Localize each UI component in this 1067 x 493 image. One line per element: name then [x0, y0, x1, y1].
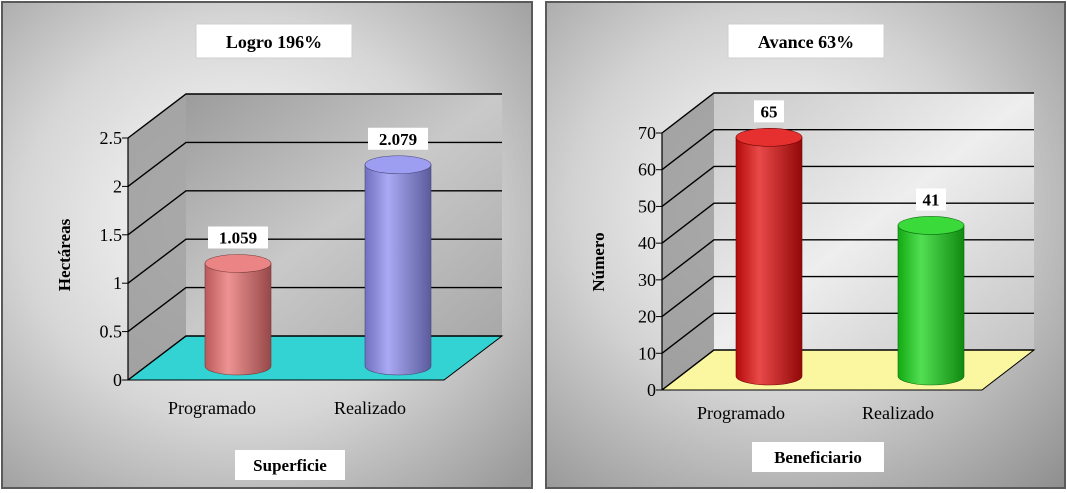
chart-1-plot-area: 0 0.5 1 1.5 2 2.5 1.059 2.079 Programado Realizad…	[100, 93, 504, 418]
bar-realizado	[897, 216, 965, 386]
chart-1: Logro 196% 0 0.5 1 1.5 2 2.5 1.059 2.079 Program…	[1, 1, 533, 489]
chart-1-xlabel: Superficie	[253, 456, 327, 475]
chart-1-xlabel-box: Superficie	[235, 450, 345, 480]
chart-1-ylabel: Hectáreas	[55, 218, 74, 291]
bar-programado	[735, 128, 803, 386]
bar-realizado	[364, 155, 432, 376]
chart-2: Avance 63% 0 10 20 30 40 50 60 70 65 41 Programado…	[545, 1, 1066, 489]
chart-floor	[660, 349, 1036, 391]
chart-2-title: Avance 63%	[758, 32, 854, 52]
x-tick-label: Programado	[168, 398, 256, 418]
chart-2-plot-area: 0 10 20 30 40 50 60 70 65 41 Programado Realizado	[638, 92, 1036, 423]
gridline	[661, 165, 1034, 207]
data-label: 2.079	[368, 127, 428, 150]
y-tick-label: 40	[638, 233, 656, 253]
side-wall	[128, 94, 186, 380]
svg-text:41: 41	[923, 190, 940, 209]
gridline	[127, 93, 502, 139]
data-label: 41	[916, 188, 946, 211]
y-tick-label: 60	[638, 160, 656, 180]
gridline	[661, 92, 1034, 134]
chart-floor	[126, 335, 504, 381]
y-tick-label: 1.5	[100, 225, 123, 245]
y-tick-label: 0	[113, 370, 122, 390]
svg-text:2.079: 2.079	[379, 130, 417, 149]
data-label: 65	[754, 100, 784, 123]
x-tick-label: Programado	[697, 403, 785, 423]
y-tick-label: 70	[638, 123, 656, 143]
y-tick-label: 20	[638, 307, 656, 327]
data-label: 1.059	[208, 226, 268, 249]
bar-programado	[204, 254, 272, 376]
y-tick-label: 2.5	[100, 128, 123, 148]
y-tick-label: 1	[113, 273, 122, 293]
x-tick-label: Realizado	[334, 398, 406, 418]
gridline	[661, 129, 1034, 171]
y-tick-label: 0.5	[100, 322, 123, 342]
chart-2-ylabel: Número	[589, 232, 608, 291]
y-tick-label: 0	[647, 380, 656, 400]
chart-1-title: Logro 196%	[226, 32, 322, 52]
side-wall	[662, 93, 714, 390]
y-tick-label: 30	[638, 270, 656, 290]
chart-2-title-box: Avance 63%	[727, 23, 885, 59]
x-tick-label: Realizado	[862, 403, 934, 423]
chart-2-xlabel-box: Beneficiario	[752, 442, 884, 472]
y-tick-label: 50	[638, 196, 656, 216]
svg-text:65: 65	[761, 102, 778, 121]
y-tick-label: 10	[638, 343, 656, 363]
chart-2-xlabel: Beneficiario	[774, 448, 862, 467]
y-tick-label: 2	[113, 176, 122, 196]
chart-1-title-box: Logro 196%	[195, 23, 353, 59]
svg-text:1.059: 1.059	[219, 228, 257, 247]
